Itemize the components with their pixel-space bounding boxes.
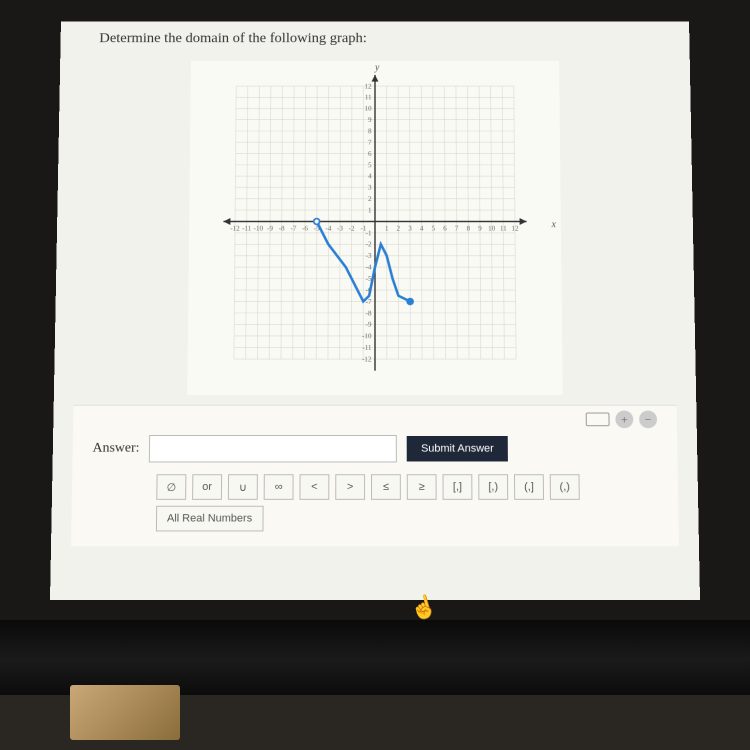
svg-text:9: 9 xyxy=(478,225,482,233)
svg-text:1: 1 xyxy=(385,225,389,233)
graph-container: y x -12-11-10-9-8-7-6-5-4-3-2-1123456789… xyxy=(187,61,562,395)
svg-text:-9: -9 xyxy=(267,225,273,233)
svg-text:-10: -10 xyxy=(254,225,264,233)
symbol-button[interactable]: (,] xyxy=(514,474,544,500)
svg-text:-9: -9 xyxy=(366,321,372,329)
answer-panel: + − Answer: Submit Answer ∅or∪∞<>≤≥[,][,… xyxy=(71,405,679,547)
svg-text:7: 7 xyxy=(368,139,372,147)
symbol-button[interactable]: [,) xyxy=(478,474,508,500)
symbol-button[interactable]: ∞ xyxy=(264,474,294,500)
svg-text:2: 2 xyxy=(368,195,372,203)
symbol-button[interactable]: (,) xyxy=(550,474,580,500)
svg-text:8: 8 xyxy=(467,225,471,233)
symbol-button[interactable]: ∪ xyxy=(228,474,258,500)
svg-text:5: 5 xyxy=(368,161,372,169)
answer-label: Answer: xyxy=(92,441,139,457)
svg-text:4: 4 xyxy=(420,225,424,233)
submit-button[interactable]: Submit Answer xyxy=(407,436,508,461)
svg-text:-11: -11 xyxy=(242,225,252,233)
symbol-button[interactable]: [,] xyxy=(443,474,473,500)
minus-icon[interactable]: − xyxy=(639,411,657,429)
svg-text:6: 6 xyxy=(443,225,447,233)
svg-text:-10: -10 xyxy=(362,332,372,340)
svg-text:4: 4 xyxy=(368,173,372,181)
svg-text:-7: -7 xyxy=(290,225,296,233)
svg-text:-3: -3 xyxy=(366,252,372,260)
symbol-row: ∅or∪∞<>≤≥[,][,)(,](,) xyxy=(156,474,658,500)
touchpad xyxy=(70,685,180,740)
svg-text:11: 11 xyxy=(365,94,372,102)
question-text: Determine the domain of the following gr… xyxy=(60,22,689,52)
svg-text:8: 8 xyxy=(368,127,372,135)
svg-text:-8: -8 xyxy=(366,309,372,317)
y-axis-label: y xyxy=(375,63,379,73)
panel-controls: + − xyxy=(586,411,657,429)
x-arrow xyxy=(520,218,527,225)
svg-text:1: 1 xyxy=(368,207,372,215)
svg-text:-2: -2 xyxy=(366,241,372,249)
symbol-button[interactable]: < xyxy=(299,474,329,500)
svg-text:-12: -12 xyxy=(362,355,372,363)
y-arrow xyxy=(372,75,379,82)
symbol-button[interactable]: or xyxy=(192,474,222,500)
symbol-row-2: All Real Numbers ☝ xyxy=(156,506,659,532)
svg-text:-12: -12 xyxy=(230,225,240,233)
svg-text:-8: -8 xyxy=(279,225,285,233)
svg-text:-3: -3 xyxy=(337,225,343,233)
symbol-button[interactable]: ≤ xyxy=(371,474,401,500)
svg-text:6: 6 xyxy=(368,150,372,158)
svg-text:-2: -2 xyxy=(349,225,355,233)
svg-text:10: 10 xyxy=(488,225,496,233)
svg-text:10: 10 xyxy=(365,105,372,113)
svg-text:5: 5 xyxy=(432,225,436,233)
keyboard-icon[interactable] xyxy=(586,413,610,427)
all-real-numbers-button[interactable]: All Real Numbers xyxy=(156,506,263,532)
svg-text:-1: -1 xyxy=(366,229,372,237)
symbol-button[interactable]: ≥ xyxy=(407,474,437,500)
svg-text:3: 3 xyxy=(408,225,412,233)
svg-text:12: 12 xyxy=(365,83,372,91)
graph-svg: -12-11-10-9-8-7-6-5-4-3-2-11234567891011… xyxy=(207,75,542,371)
svg-text:-4: -4 xyxy=(325,225,331,233)
svg-text:12: 12 xyxy=(511,225,519,233)
symbol-button[interactable]: ∅ xyxy=(156,474,186,500)
svg-text:-11: -11 xyxy=(362,344,372,352)
plus-icon[interactable]: + xyxy=(615,411,633,429)
svg-text:9: 9 xyxy=(368,116,372,124)
answer-row: Answer: Submit Answer xyxy=(92,435,657,462)
content-area: Determine the domain of the following gr… xyxy=(50,22,700,600)
svg-text:-4: -4 xyxy=(366,264,372,272)
svg-text:-6: -6 xyxy=(302,225,308,233)
svg-text:11: 11 xyxy=(500,225,507,233)
symbol-button[interactable]: > xyxy=(335,474,365,500)
x-axis-label: x xyxy=(552,220,556,230)
svg-text:3: 3 xyxy=(368,184,372,192)
svg-text:2: 2 xyxy=(397,225,401,233)
svg-text:7: 7 xyxy=(455,225,459,233)
answer-input[interactable] xyxy=(149,435,397,462)
